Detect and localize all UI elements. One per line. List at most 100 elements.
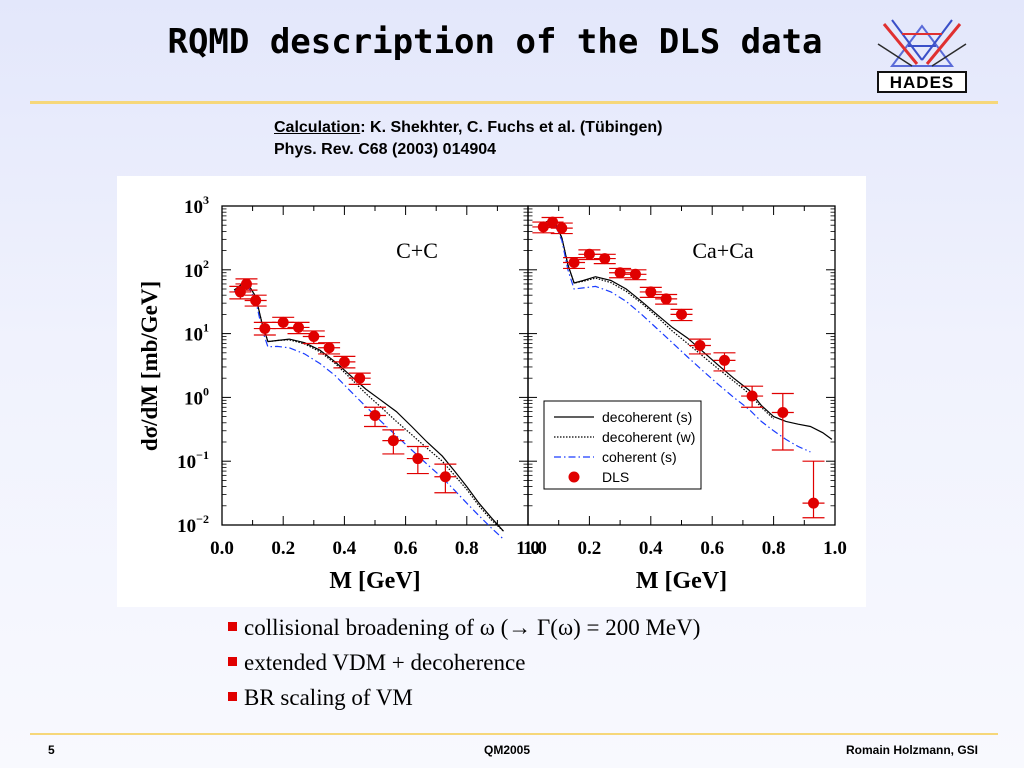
x-tick-label: 0.4	[639, 538, 663, 559]
citation-label: Calculation	[274, 119, 361, 136]
y-tick-label: 102	[184, 257, 209, 282]
dls-data-point	[568, 257, 580, 269]
footer-divider	[30, 733, 998, 735]
x-tick-label: 0.6	[700, 538, 724, 559]
panel-label: Ca+Ca	[692, 238, 754, 263]
dls-data-point	[369, 410, 381, 422]
x-tick-label: 0.4	[333, 538, 357, 559]
dls-data-point	[277, 316, 289, 328]
dls-data-point	[323, 342, 335, 354]
logo-plate	[877, 71, 967, 93]
bullet-square	[228, 622, 237, 631]
y-tick-base: 10	[184, 388, 203, 409]
citation-authors: : K. Shekhter, C. Fuchs et al. (Tübingen…	[360, 119, 663, 136]
dls-data-point	[614, 267, 626, 279]
legend-entry-label: coherent (s)	[602, 449, 677, 465]
curve-decoherent-w	[540, 219, 775, 420]
dls-data-point	[250, 295, 262, 307]
bullet-list: collisional broadening of ω (→ Γ(ω) = 20…	[228, 612, 700, 717]
y-tick-label: 10−1	[177, 448, 209, 473]
y-tick-base: 10	[184, 197, 203, 218]
bullet-item: BR scaling of VM	[228, 682, 700, 717]
y-tick-label: 103	[184, 193, 209, 218]
y-tick-base: 10	[184, 325, 203, 346]
dls-data-point	[338, 356, 350, 368]
y-tick-label: 101	[184, 321, 209, 346]
figure-panel: 10−2 10−1 100 101 102 103 dσ/dM [mb/GeV] 0.0 0.2…	[117, 176, 866, 607]
x-tick-label: 1.0	[523, 538, 547, 559]
title-divider	[30, 101, 998, 104]
legend-entry-label: DLS	[602, 469, 629, 485]
x-tick-label: 1.0	[823, 538, 847, 559]
dls-data-point	[412, 453, 424, 465]
bullet-item: extended VDM + decoherence	[228, 647, 700, 682]
x-tick-label: 0.0	[210, 538, 234, 559]
dls-data-point	[439, 471, 451, 483]
dls-data-point	[293, 321, 304, 333]
x-tick-label: 0.8	[455, 538, 479, 559]
y-tick-label: 100	[184, 384, 209, 409]
x-tick-label: 0.2	[271, 538, 295, 559]
logo-text: HADES	[890, 73, 955, 92]
y-axis-label: dσ/dM [mb/GeV]	[137, 281, 162, 451]
citation: Calculation: K. Shekhter, C. Fuchs et al…	[274, 117, 662, 161]
plot-frame-left	[221, 205, 529, 526]
x-tick-label: 1.0	[516, 538, 540, 559]
y-tick-exponent: −1	[196, 448, 209, 462]
page-number: 5	[48, 743, 55, 757]
dls-data-point	[645, 286, 657, 298]
dls-data-point	[240, 278, 252, 290]
dls-data-point	[808, 497, 820, 509]
dls-data-point	[234, 286, 246, 298]
x-axis-label: M [GeV]	[329, 568, 420, 594]
dls-data-point	[599, 253, 611, 265]
bullet-text: extended VDM + decoherence	[244, 650, 526, 675]
legend-entry-label: decoherent (w)	[602, 429, 695, 445]
detector-graphic	[877, 19, 967, 67]
x-tick-label: 0.2	[578, 538, 602, 559]
dls-data-point	[777, 406, 789, 418]
y-tick-base: 10	[177, 516, 196, 537]
dls-data-point	[746, 390, 758, 402]
dls-data-point	[259, 323, 271, 335]
dls-data-point	[308, 331, 320, 343]
curve-coherent-s	[233, 284, 504, 540]
footer-conference: QM2005	[484, 743, 531, 757]
y-tick-exponent: −2	[196, 512, 209, 526]
y-tick-exponent: 3	[203, 193, 209, 207]
bullet-item: collisional broadening of ω (→ Γ(ω) = 20…	[228, 612, 700, 647]
dls-data-point	[556, 222, 568, 234]
dls-data-point	[547, 216, 559, 228]
x-tick-label: 0.8	[762, 538, 786, 559]
bullet-square	[228, 657, 237, 666]
y-tick-exponent: 0	[203, 384, 209, 398]
citation-reference: Phys. Rev. C68 (2003) 014904	[274, 141, 497, 158]
dls-data-point	[694, 340, 706, 352]
bullet-square	[228, 692, 237, 701]
dls-data-point	[660, 293, 672, 305]
hades-logo: HADES	[877, 19, 967, 93]
legend-marker-dls	[568, 471, 580, 483]
curve-coherent-s	[540, 221, 811, 453]
y-tick-exponent: 1	[203, 321, 209, 335]
bullet-text: collisional broadening of ω (→ Γ(ω) = 20…	[244, 615, 701, 640]
slide-title: RQMD description of the DLS data	[167, 22, 823, 62]
y-tick-exponent: 2	[203, 257, 209, 271]
y-tick-base: 10	[184, 261, 203, 282]
legend-entry-label: decoherent (s)	[602, 409, 692, 425]
x-axis-label: M [GeV]	[636, 568, 727, 594]
panel-label: C+C	[396, 238, 438, 263]
dls-data-point	[354, 372, 366, 384]
dls-data-point	[629, 268, 641, 280]
y-tick-base: 10	[177, 452, 196, 473]
bullet-text: BR scaling of VM	[244, 685, 413, 710]
dls-data-point	[583, 248, 595, 260]
y-tick-label: 10−2	[177, 512, 209, 537]
citation-line-1: Calculation: K. Shekhter, C. Fuchs et al…	[274, 117, 662, 139]
dls-data-point	[718, 354, 730, 366]
x-tick-label: 0.6	[394, 538, 418, 559]
dls-data-point	[676, 308, 687, 320]
dls-data-point	[387, 435, 399, 447]
footer-author: Romain Holzmann, GSI	[845, 743, 978, 757]
